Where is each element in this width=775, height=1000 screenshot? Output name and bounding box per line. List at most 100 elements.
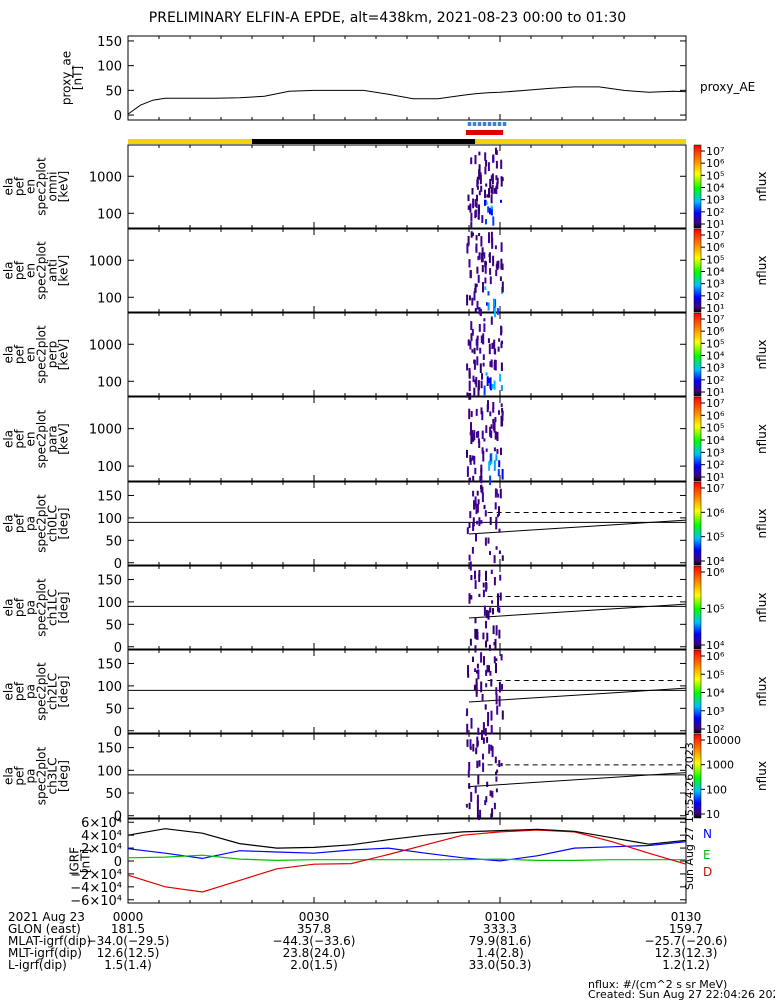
panel-frame-anti xyxy=(127,228,687,313)
spectrogram-pixel xyxy=(474,283,477,293)
y-axis-label: en xyxy=(24,179,38,194)
spectrogram-pixel xyxy=(491,237,494,249)
y-tick-label: 50 xyxy=(105,702,122,717)
colorbar xyxy=(693,481,702,566)
y-axis-label: ch0LC xyxy=(46,505,60,542)
spectrogram-pixel xyxy=(470,718,473,729)
y-axis-label: pa xyxy=(24,684,38,699)
spectrogram-pixel xyxy=(498,681,501,693)
spectrogram-pixel xyxy=(471,455,474,461)
spectrogram-pixel xyxy=(474,617,477,624)
spectrogram-pixel xyxy=(496,183,499,189)
y-axis-label: IGRF xyxy=(68,847,82,875)
spectrogram-pixel xyxy=(484,286,487,290)
spectrogram-pixel xyxy=(486,665,489,673)
colorbar-tick-label: 10⁵ xyxy=(706,169,724,182)
spectrogram-pixel xyxy=(497,493,500,498)
spectrogram-pixel xyxy=(494,756,497,764)
colorbar xyxy=(693,396,702,482)
y-tick-label: 50 xyxy=(105,534,122,549)
spectrogram-pixel xyxy=(470,791,473,802)
x-row-value: 1.5(1.4) xyxy=(104,958,152,972)
spectrogram-pixel xyxy=(478,169,481,180)
y-axis-label: pef xyxy=(13,429,27,449)
status-bar-day xyxy=(128,139,252,144)
y-axis-label: [deg] xyxy=(57,592,71,624)
spectrogram-pixel xyxy=(498,506,500,516)
colorbar-tick-label: 10⁴ xyxy=(706,555,725,568)
science-zone-bar xyxy=(465,130,504,135)
spectrogram-pixel xyxy=(468,408,471,420)
spectrogram-pixel xyxy=(495,658,498,662)
spectrogram-pixel xyxy=(485,683,488,688)
colorbar-tick-label: 10⁶ xyxy=(706,566,725,579)
spectrogram-pixel xyxy=(467,235,470,246)
spectrogram-pixel xyxy=(470,212,473,222)
spectrogram-pixel xyxy=(498,550,501,554)
spectrogram-pixel xyxy=(467,194,470,202)
colorbar-label: nflux xyxy=(755,509,769,539)
spectrogram-pixel xyxy=(472,375,475,383)
spectrogram-pixel xyxy=(481,447,484,454)
y-axis-label: pef xyxy=(13,176,27,196)
y-axis-label: perp xyxy=(46,341,60,369)
y-axis-label: pef xyxy=(13,597,27,617)
spectrogram-pixel xyxy=(490,231,493,243)
spectrogram-pixel xyxy=(490,813,493,818)
spectrogram-pixel xyxy=(468,368,471,374)
spectrogram-pixel xyxy=(473,359,476,370)
spectrogram-pixel xyxy=(474,210,477,219)
spectrogram-pixel xyxy=(468,783,471,789)
x-row-label: MLAT-igrf(dip) xyxy=(8,934,91,948)
spectrogram-pixel xyxy=(481,215,484,223)
spectrogram-pixel xyxy=(480,464,483,473)
spectrogram-pixel xyxy=(475,408,478,416)
colorbar-tick-label: 10⁴ xyxy=(706,350,725,363)
spectrogram-pixel xyxy=(501,410,504,416)
y-axis-label: pef xyxy=(13,513,27,533)
panel-frame-ch2LC xyxy=(127,649,687,734)
spectrogram-pixel xyxy=(476,794,479,805)
spectrogram-pixel xyxy=(489,670,492,676)
colorbar xyxy=(693,649,702,734)
spectrogram-pixel xyxy=(475,283,478,288)
spectrogram-pixel xyxy=(478,233,481,237)
fgm-marker xyxy=(472,122,477,126)
colorbar-tick-label: 10⁴ xyxy=(706,434,725,447)
panel-frame-ch1LC xyxy=(127,565,687,650)
spectrogram-pixel xyxy=(495,546,498,550)
spectrogram-pixel xyxy=(473,500,475,510)
spectrogram-pixel xyxy=(500,327,503,334)
spectrogram-pixel xyxy=(495,663,497,674)
spectrogram-pixel xyxy=(472,523,475,531)
spectrogram-pixel xyxy=(469,459,472,465)
spectrogram-pixel xyxy=(486,781,489,787)
spectrogram-pixel xyxy=(485,582,488,592)
colorbar-tick-label: 10⁶ xyxy=(706,157,725,170)
panel-frame-ch0LC xyxy=(127,481,687,566)
spectrogram-pixel xyxy=(490,569,493,574)
y-tick-label: 2×10⁴ xyxy=(81,842,122,857)
y-tick-label: 100 xyxy=(97,512,122,527)
spectrogram-pixel xyxy=(492,407,495,413)
colorbar-label: nflux xyxy=(755,761,769,791)
spectrogram-pixel xyxy=(474,668,477,672)
spectrogram-pixel xyxy=(499,276,502,281)
spectrogram-pixel xyxy=(485,620,487,629)
spectrogram-pixel xyxy=(477,255,480,261)
spectrogram-pixel xyxy=(501,468,504,480)
y-tick-label: 150 xyxy=(97,35,122,50)
spectrogram-pixel xyxy=(500,258,503,270)
spectrogram-pixel xyxy=(501,410,504,421)
y-tick-label: 150 xyxy=(97,742,122,757)
y-tick-label: −2×10⁴ xyxy=(70,868,122,883)
spectrogram-pixel xyxy=(476,520,479,525)
spectrogram-pixel xyxy=(470,333,473,341)
spectrogram-pixel xyxy=(486,302,488,306)
x-row-value: 12.3(12.3) xyxy=(655,946,718,960)
y-tick-label: 0 xyxy=(114,641,122,656)
spectrogram-pixel xyxy=(477,380,480,391)
igrf-series-E xyxy=(127,854,686,862)
spectrogram-pixel xyxy=(468,380,471,392)
y-axis-label: anti xyxy=(46,259,60,282)
